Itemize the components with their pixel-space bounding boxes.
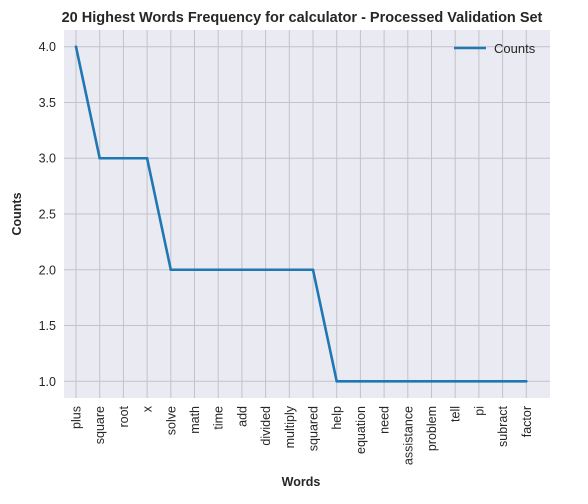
y-tick-label: 4.0	[39, 40, 56, 54]
x-tick-label: multiply	[283, 405, 297, 448]
x-tick-label: divided	[259, 406, 273, 446]
y-tick-label: 2.0	[39, 263, 56, 277]
chart-title: 20 Highest Words Frequency for calculato…	[62, 10, 543, 26]
data-point	[406, 379, 410, 383]
x-tick-label: solve	[164, 406, 178, 435]
data-point	[169, 268, 173, 272]
x-tick-labels: plus square root x solve math time add divided mu…	[70, 405, 534, 465]
y-axis-label: Counts	[10, 192, 24, 235]
x-tick-label: subract	[496, 405, 510, 447]
y-tick-labels: 1.0 1.5 2.0 2.5 3.0 3.5 4.0	[39, 40, 56, 389]
data-point	[382, 379, 386, 383]
data-point	[122, 156, 125, 160]
legend-label: Counts	[494, 41, 536, 56]
data-point	[264, 268, 267, 272]
data-point	[145, 156, 149, 160]
x-tick-label: equation	[354, 406, 368, 454]
x-axis-label: Words	[282, 475, 321, 489]
data-point	[74, 45, 78, 49]
x-tick-label: squared	[307, 406, 321, 451]
x-tick-label: need	[378, 406, 392, 434]
x-tick-label: add	[235, 406, 249, 427]
x-tick-label: x	[141, 405, 155, 412]
x-tick-label: assistance	[401, 406, 415, 465]
x-tick-label: problem	[425, 406, 439, 451]
y-tick-label: 3.5	[39, 96, 56, 110]
data-point	[288, 268, 291, 272]
data-point	[216, 268, 220, 272]
x-tick-label: pi	[472, 406, 486, 416]
data-point	[193, 268, 196, 272]
x-tick-label: square	[93, 406, 107, 444]
x-tick-label: math	[188, 406, 202, 434]
y-tick-label: 1.0	[39, 375, 56, 389]
series-line	[74, 46, 527, 383]
y-tick-label: 3.0	[39, 152, 56, 166]
x-tick-label: tell	[449, 406, 463, 422]
x-tick-label: root	[117, 405, 131, 427]
data-point	[477, 379, 481, 383]
legend: Counts	[454, 41, 536, 56]
data-point	[98, 156, 101, 160]
series-layer	[74, 45, 528, 383]
x-tick-label: time	[212, 406, 226, 430]
data-point	[453, 379, 457, 383]
data-point	[335, 379, 339, 383]
data-point	[311, 268, 315, 272]
y-tick-label: 1.5	[39, 319, 56, 333]
x-tick-label: factor	[520, 406, 534, 437]
grid-lines	[64, 30, 550, 398]
data-point	[240, 268, 244, 272]
data-point	[430, 379, 433, 383]
x-tick-label: plus	[70, 406, 84, 429]
x-tick-label: help	[330, 406, 344, 430]
y-tick-label: 2.5	[39, 208, 56, 222]
data-point	[359, 379, 362, 383]
data-point	[525, 379, 528, 383]
data-point	[501, 379, 504, 383]
